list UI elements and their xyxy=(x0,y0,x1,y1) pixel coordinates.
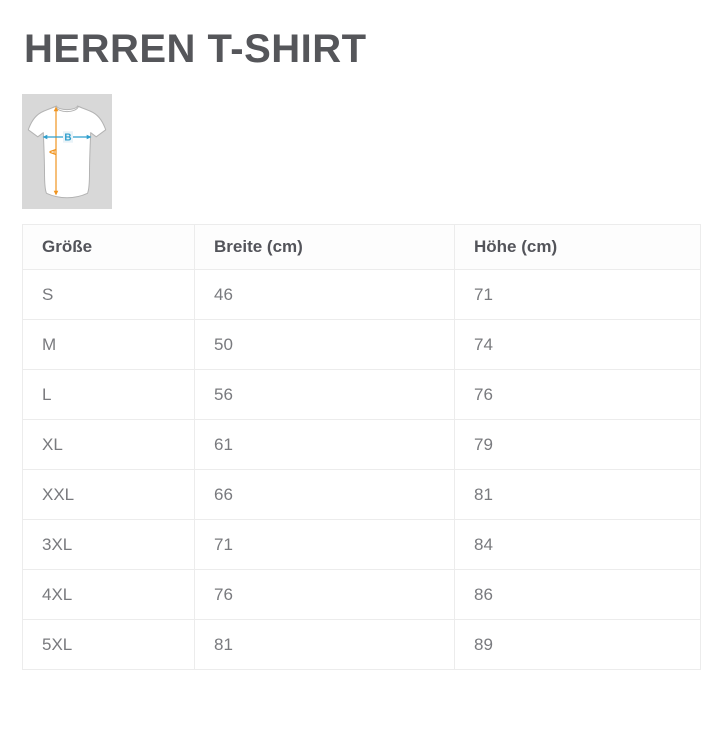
size-guide-page: HERREN T-SHIRT A B xyxy=(0,28,720,670)
height-arrow-top xyxy=(53,106,59,112)
height-cell: 74 xyxy=(454,319,701,370)
width-label-box xyxy=(63,131,73,143)
table-row: 5XL 81 89 xyxy=(22,619,701,670)
width-arrow-label: B xyxy=(64,133,71,144)
size-cell: L xyxy=(22,369,195,420)
height-cell: 76 xyxy=(454,369,701,420)
width-cell: 56 xyxy=(194,369,455,420)
tshirt-measurement-diagram: A B xyxy=(22,94,112,209)
width-cell: 71 xyxy=(194,519,455,570)
page-title: HERREN T-SHIRT xyxy=(24,27,367,71)
size-table-header-row: Größe Breite (cm) Höhe (cm) xyxy=(22,224,701,270)
height-cell: 86 xyxy=(454,569,701,620)
table-row: 4XL 76 86 xyxy=(22,569,701,620)
height-arrow-label: A xyxy=(49,148,60,155)
size-cell: S xyxy=(22,269,195,320)
width-cell: 66 xyxy=(194,469,455,520)
table-row: 3XL 71 84 xyxy=(22,519,701,570)
width-cell: 50 xyxy=(194,319,455,370)
size-cell: XL xyxy=(22,419,195,470)
width-cell: 46 xyxy=(194,269,455,320)
column-header-width: Breite (cm) xyxy=(194,224,455,270)
table-row: M 50 74 xyxy=(22,319,701,370)
column-header-height: Höhe (cm) xyxy=(454,224,701,270)
tshirt-outline xyxy=(27,105,107,199)
table-row: XXL 66 81 xyxy=(22,469,701,520)
size-table-body: S 46 71 M 50 74 L 56 76 XL 61 79 XXL 66 81 3XL 71 84 4XL 76… xyxy=(22,269,701,670)
height-arrow-bottom xyxy=(53,190,59,196)
table-row: XL 61 79 xyxy=(22,419,701,470)
height-cell: 71 xyxy=(454,269,701,320)
height-cell: 81 xyxy=(454,469,701,520)
width-arrow-left xyxy=(42,134,48,140)
width-cell: 76 xyxy=(194,569,455,620)
size-cell: XXL xyxy=(22,469,195,520)
width-cell: 81 xyxy=(194,619,455,670)
size-table: Größe Breite (cm) Höhe (cm) S 46 71 M 50 74 L 5… xyxy=(22,224,701,670)
height-cell: 89 xyxy=(454,619,701,670)
size-cell: 3XL xyxy=(22,519,195,570)
height-cell: 79 xyxy=(454,419,701,470)
width-arrow-right xyxy=(86,134,92,140)
size-cell: M xyxy=(22,319,195,370)
size-cell: 4XL xyxy=(22,569,195,620)
column-header-size: Größe xyxy=(22,224,195,270)
width-cell: 61 xyxy=(194,419,455,470)
table-row: S 46 71 xyxy=(22,269,701,320)
table-row: L 56 76 xyxy=(22,369,701,420)
tshirt-image: A B xyxy=(22,94,112,209)
size-cell: 5XL xyxy=(22,619,195,670)
height-cell: 84 xyxy=(454,519,701,570)
